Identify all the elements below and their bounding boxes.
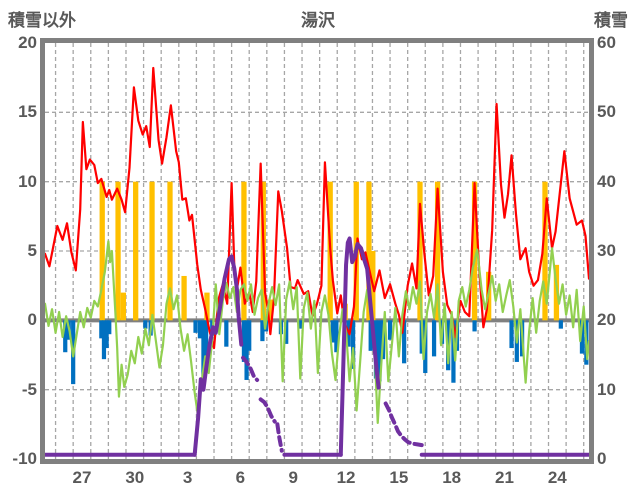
blue-bars-bar [201,320,206,376]
blue-bars-bar [377,320,382,382]
x-tick-12: 12 [336,468,356,487]
orange-bars-bar [471,181,478,321]
blue-bars-bar [101,320,107,360]
left-tick-0: 0 [27,310,37,330]
orange-bars-bar [204,292,210,321]
blue-bars-bar [387,320,393,340]
right-tick-0: 0 [597,449,607,468]
orange-bars-bar [167,181,173,321]
blue-bars-bar [451,320,456,383]
right-tick-40: 40 [597,171,616,191]
blue-bars-bar [107,320,112,335]
purple-snow-depth-line-dashed-segment [241,355,260,382]
blue-bars-bar [63,320,68,353]
blue-bars-bar [244,320,249,380]
blue-bars-bar [284,320,289,344]
orange-bars-bar [99,181,105,321]
blue-bars-bar [224,320,229,347]
left-tick--10: -10 [12,449,37,468]
green-line [43,240,591,424]
blue-bars-bar [579,320,585,354]
right-tick-50: 50 [597,102,616,122]
blue-bars-bar [260,320,265,342]
orange-bars-bar [267,299,273,321]
blue-bars-bar [193,320,198,333]
orange-bars-bar [434,181,441,321]
chart-title: 湯沢 [301,11,335,30]
orange-bars-bar [133,181,139,321]
orange-bars-bar [120,292,126,321]
blue-bars-bar [472,320,477,332]
purple-snow-depth-line-solid-segment [192,254,244,457]
left-tick-10: 10 [18,171,37,191]
left-axis-title: 積雪以外 [8,11,76,30]
purple-snow-depth-line-dashed-segment [258,397,277,424]
x-tick-3: 3 [182,468,193,487]
red-temperature-line [43,66,591,350]
blue-bars-bar [241,320,247,362]
orange-bars-bar [542,181,548,321]
left-tick-15: 15 [18,102,37,122]
x-tick-21: 21 [495,468,514,487]
orange-bars-bar [366,181,372,321]
purple-snow-depth-line-dashed-segment [275,422,284,453]
right-tick-60: 60 [597,33,616,52]
left-tick-5: 5 [27,241,37,260]
orange-bars-bar [181,275,187,321]
x-tick-18: 18 [442,468,462,487]
plot-frame [40,38,594,464]
left-tick-20: 20 [18,33,37,52]
left-tick--5: -5 [21,379,37,399]
blue-bars-bar [203,320,209,367]
right-tick-30: 30 [597,241,616,260]
blue-bars-bar [143,320,148,329]
blue-bars-bar [247,320,252,351]
blue-bars-bar [350,320,356,369]
plot-area [40,38,594,464]
blue-bars-bar [558,320,563,329]
x-tick-6: 6 [235,468,246,487]
blue-bars-bar [334,320,339,353]
blue-bars-bar [509,320,514,349]
blue-bars-bar [99,320,104,339]
blue-bars-bar [330,320,335,343]
orange-bars-bar [149,181,155,321]
x-tick-9: 9 [288,468,298,487]
orange-bars-bar [115,181,121,321]
right-axis-title: 積雪 [594,11,628,30]
orange-bars-bar [417,181,423,321]
blue-bars-bar [197,320,203,339]
blue-bars-bar [368,320,373,351]
x-tick-27: 27 [72,468,92,487]
blue-bars-bar [298,320,303,329]
right-tick-10: 10 [597,379,616,399]
orange-bars-bar [241,181,247,321]
x-tick-24: 24 [547,468,567,487]
x-tick-15: 15 [389,468,409,487]
purple-snow-depth-line-dashed-segment [383,401,424,448]
blue-bars-bar [104,320,109,349]
blue-bars-bar [402,320,407,364]
purple-snow-depth-line-solid-segment [338,236,381,457]
right-tick-20: 20 [597,310,616,330]
x-tick-30: 30 [125,468,145,487]
blue-bars-bar [431,320,437,357]
